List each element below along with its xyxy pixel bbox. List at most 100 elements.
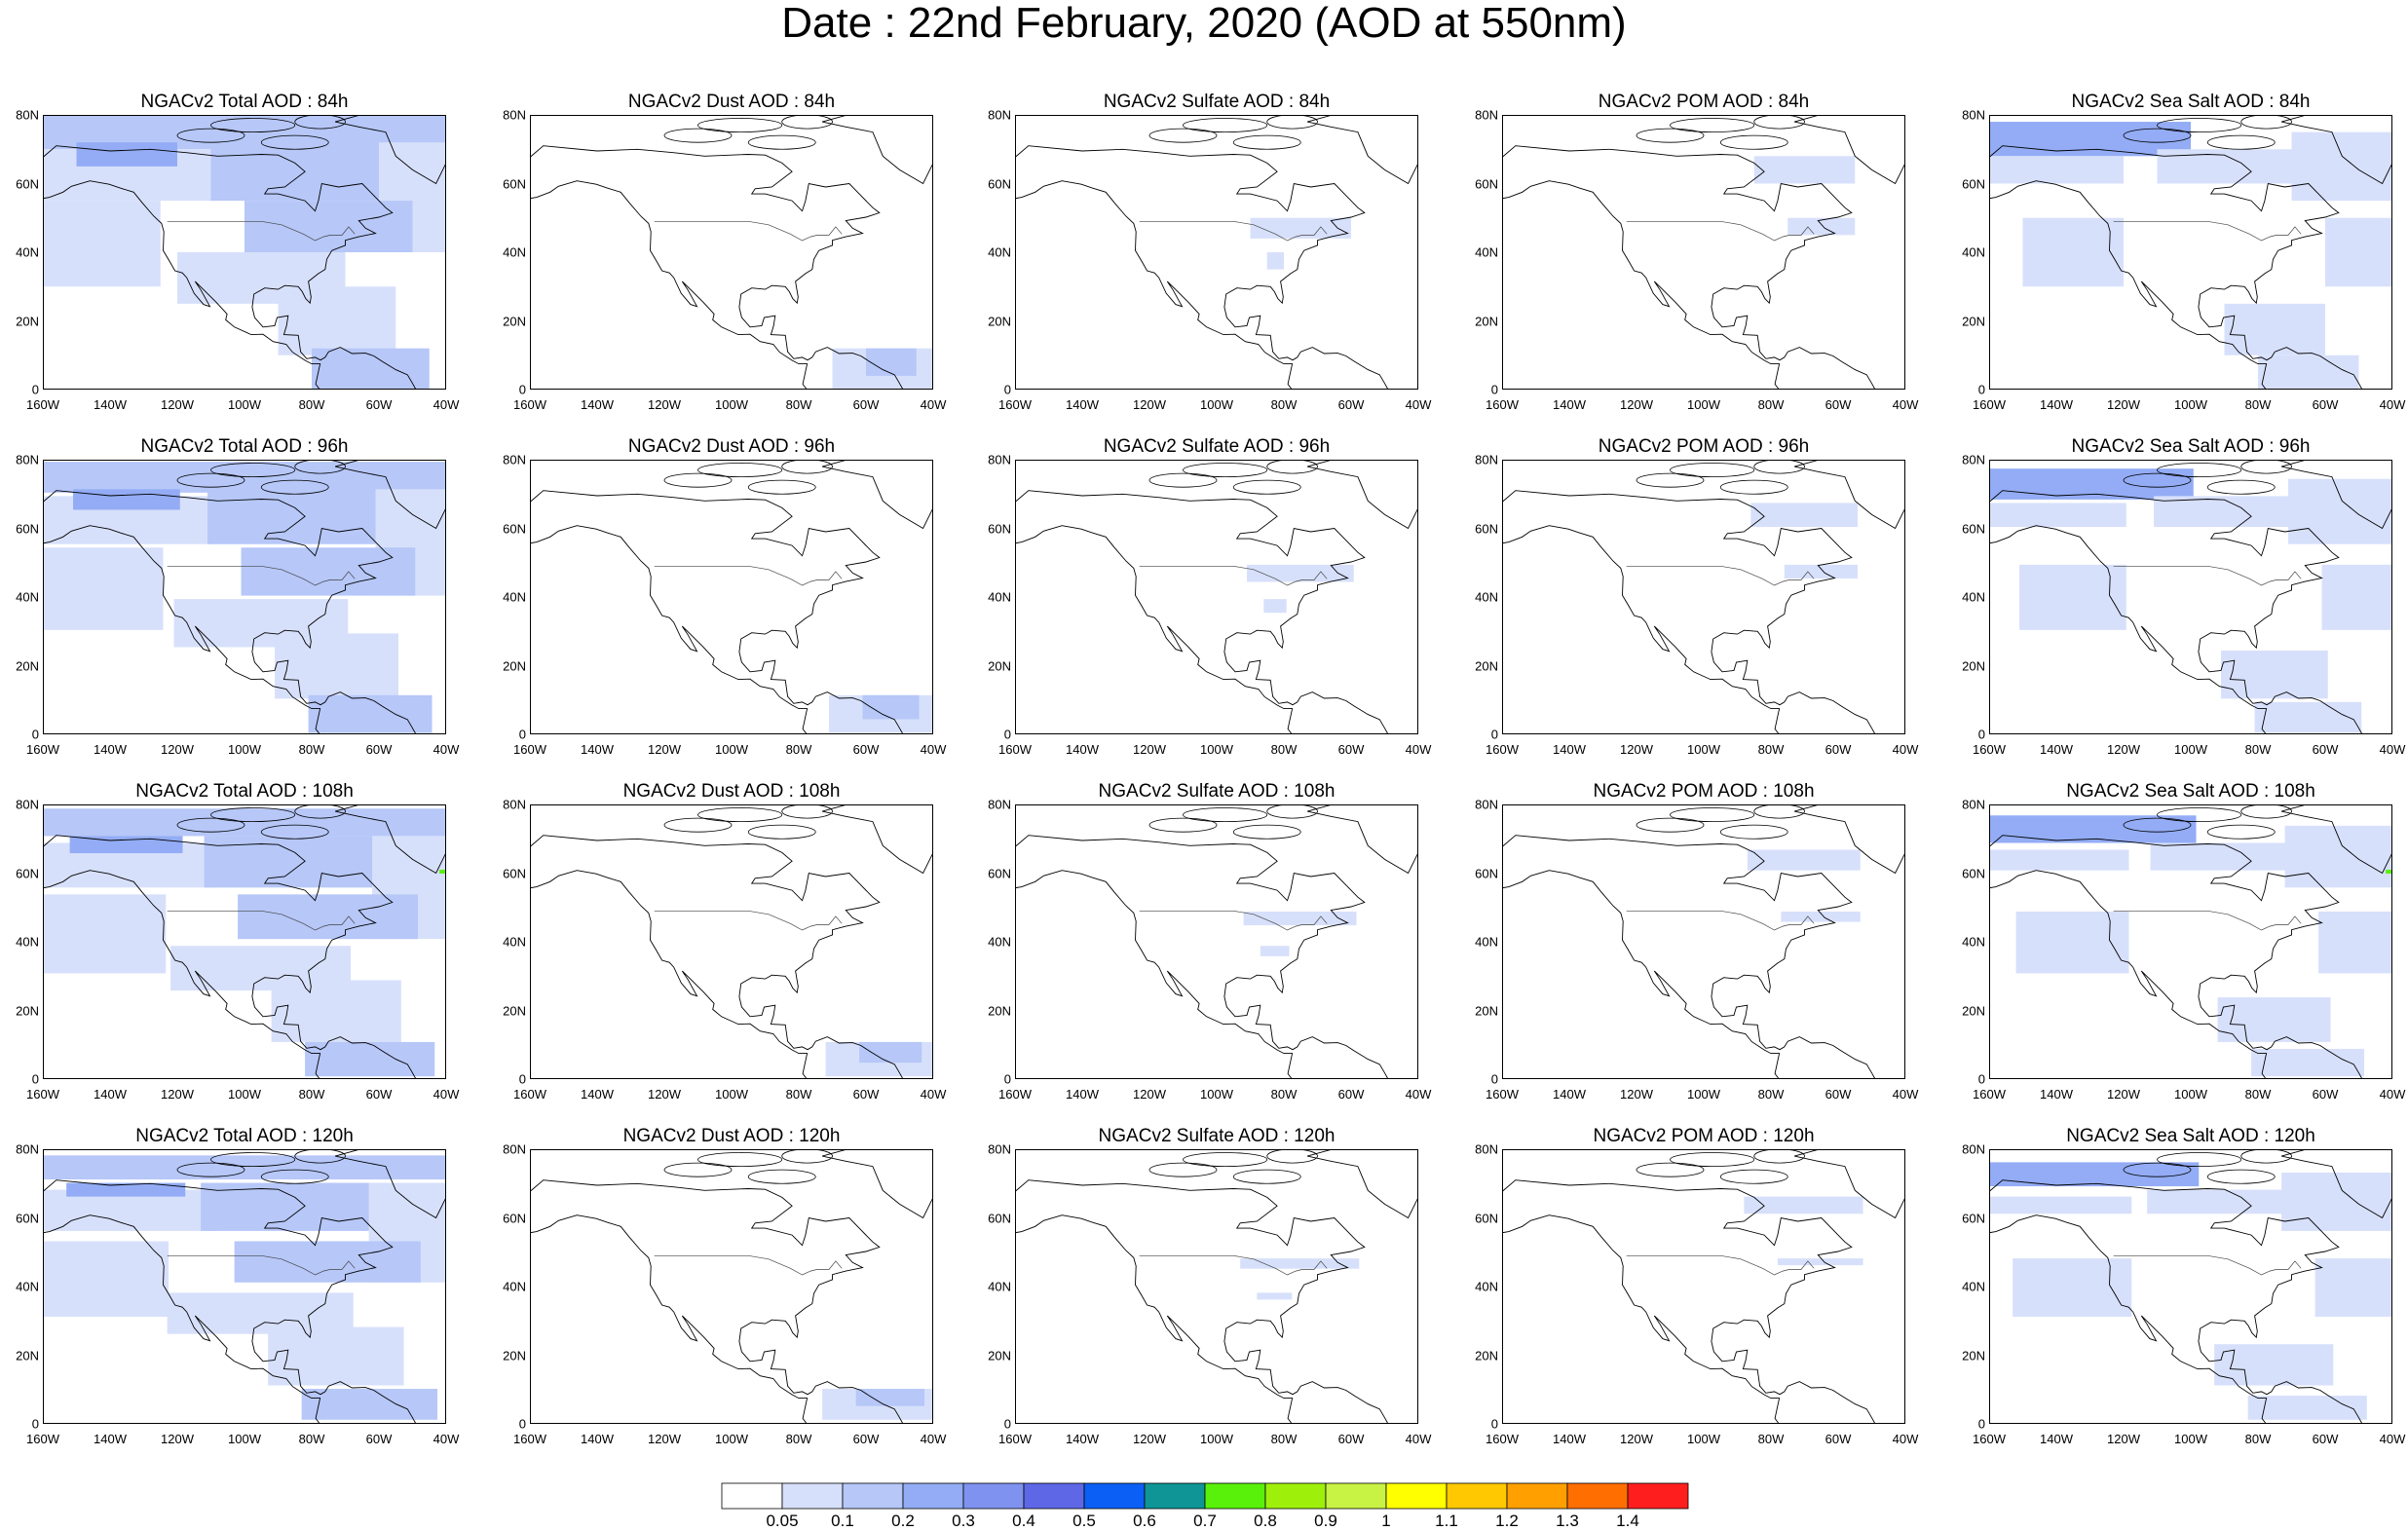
- lat-tick-label: 80N: [503, 797, 526, 812]
- lon-tick-label: 160W: [26, 1432, 59, 1446]
- us-canada-border: [1626, 1254, 1815, 1276]
- colorbar-box: [1446, 1482, 1508, 1510]
- arctic-island: [176, 817, 245, 833]
- lat-tick-label: 80N: [16, 452, 39, 467]
- map-frame: [1502, 804, 1905, 1079]
- panel-title: NGACv2 Sea Salt AOD : 84h: [2071, 92, 2311, 112]
- lon-tick-label: 160W: [998, 1087, 1032, 1102]
- lon-tick-label: 140W: [1553, 397, 1586, 412]
- arctic-island: [2157, 807, 2242, 823]
- map-frame: [43, 1149, 446, 1424]
- lat-tick-label: 40N: [988, 1279, 1011, 1294]
- colorbar-box: [1204, 1482, 1266, 1510]
- aod-region: [2258, 355, 2359, 390]
- aod-region: [866, 348, 917, 376]
- lat-tick-label: 0: [1977, 1416, 1985, 1432]
- lon-tick-label: 160W: [1486, 397, 1519, 412]
- coastline: [2280, 1149, 2392, 1219]
- map-frame: [530, 804, 933, 1079]
- map-frame: [1015, 804, 1418, 1079]
- lon-tick-label: 120W: [1620, 397, 1653, 412]
- coastline: [1015, 490, 1389, 734]
- arctic-island: [2240, 460, 2292, 474]
- coastline: [1989, 835, 2363, 1079]
- aod-region: [2022, 217, 2124, 287]
- lon-tick-label: 100W: [228, 1432, 261, 1446]
- aod-region: [2321, 564, 2392, 630]
- aod-region: [308, 694, 433, 733]
- lat-tick-label: 0: [1490, 382, 1498, 397]
- arctic-island: [260, 479, 329, 495]
- arctic-island: [2123, 817, 2192, 833]
- aod-map-seasalt-84h: [1989, 115, 2392, 390]
- lon-tick-label: 80W: [1757, 1432, 1785, 1446]
- lat-tick-label: 40N: [988, 244, 1011, 260]
- lon-tick-label: 160W: [1486, 742, 1519, 757]
- map-frame: [1989, 1149, 2392, 1424]
- colorbar-box: [962, 1482, 1025, 1510]
- coastline: [43, 835, 417, 1079]
- panel-title: NGACv2 POM AOD : 84h: [1598, 92, 1810, 112]
- arctic-island: [1670, 807, 1755, 823]
- aod-map-pom-84h: [1502, 115, 1905, 390]
- coastline: [2280, 115, 2392, 185]
- arctic-island: [1183, 1152, 1268, 1168]
- lon-tick-label: 100W: [1200, 742, 1233, 757]
- aod-shading: [1989, 1162, 2392, 1420]
- arctic-island: [2157, 118, 2242, 133]
- lon-tick-label: 120W: [1133, 1087, 1166, 1102]
- colorbar-box: [781, 1482, 844, 1510]
- coastline: [530, 525, 809, 734]
- lat-tick-label: 60N: [1962, 1211, 1985, 1225]
- lat-tick-label: 0: [1490, 727, 1498, 742]
- arctic-island: [1148, 1162, 1218, 1177]
- us-canada-border: [654, 910, 843, 931]
- arctic-island: [1636, 472, 1705, 488]
- lat-tick-label: 60N: [1475, 1211, 1498, 1225]
- panel-title: NGACv2 Sulfate AOD : 120h: [1098, 1126, 1336, 1146]
- map-frame: [1015, 115, 1418, 390]
- arctic-island: [1183, 118, 1268, 133]
- aod-region: [241, 547, 416, 596]
- lon-tick-label: 60W: [1337, 1432, 1365, 1446]
- lon-tick-label: 160W: [1973, 397, 2006, 412]
- lat-tick-label: 20N: [503, 1003, 526, 1018]
- lon-tick-label: 80W: [1757, 1087, 1785, 1102]
- arctic-island: [781, 460, 833, 474]
- coastline: [530, 1214, 809, 1424]
- arctic-island: [260, 824, 329, 840]
- aod-region: [1240, 1258, 1360, 1269]
- aod-region: [305, 1041, 435, 1077]
- coastline: [1502, 145, 1876, 390]
- lon-tick-label: 140W: [1066, 1087, 1099, 1102]
- aod-map-sulfate-96h: [1015, 460, 1418, 734]
- lat-tick-label: 20N: [503, 658, 526, 673]
- lon-tick-label: 100W: [228, 397, 261, 412]
- coastline: [1502, 870, 1781, 1079]
- arctic-island: [663, 1162, 733, 1177]
- aod-region: [43, 808, 446, 837]
- aod-region: [2254, 701, 2362, 733]
- lat-tick-label: 0: [31, 382, 39, 397]
- lon-tick-label: 100W: [1687, 397, 1720, 412]
- lat-tick-label: 40N: [16, 244, 39, 260]
- lat-tick-label: 60N: [16, 1211, 39, 1225]
- lon-tick-label: 100W: [1200, 1432, 1233, 1446]
- aod-map-total-96h: [43, 460, 446, 734]
- lon-tick-label: 60W: [1825, 1432, 1852, 1446]
- aod-region: [2224, 303, 2325, 355]
- us-canada-border: [654, 1254, 843, 1276]
- colorbar-box: [1023, 1482, 1085, 1510]
- us-canada-border: [2113, 565, 2302, 586]
- us-canada-border: [2113, 1254, 2302, 1276]
- aod-region: [2288, 478, 2392, 544]
- coastline: [334, 115, 446, 185]
- colorbar-box: [1325, 1482, 1387, 1510]
- coastline: [1989, 490, 2363, 734]
- lon-tick-label: 60W: [852, 397, 880, 412]
- aod-map-pom-96h: [1502, 460, 1905, 734]
- lon-tick-label: 80W: [1270, 742, 1298, 757]
- lat-tick-label: 60N: [503, 176, 526, 191]
- aod-map-dust-120h: [530, 1149, 933, 1424]
- lon-tick-label: 140W: [2040, 397, 2073, 412]
